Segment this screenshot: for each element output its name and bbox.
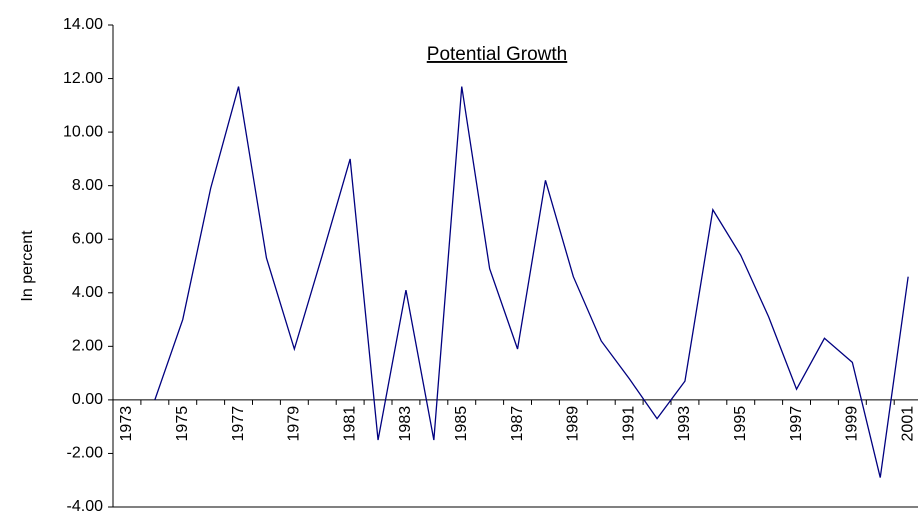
x-tick-label: 1981 [341,406,358,442]
x-tick-label: 1993 [676,406,693,442]
x-tick-label: 1975 [174,406,191,442]
y-tick-label: 10.00 [63,123,103,140]
chart-title: Potential Growth [427,44,567,65]
y-tick-label: 0.00 [72,391,103,408]
x-tick-label: 1997 [788,406,805,442]
y-tick-label: 2.00 [72,338,103,355]
y-tick-label: 14.00 [63,16,103,33]
x-tick-label: 1999 [844,406,861,442]
x-tick-label: 1977 [230,406,247,442]
y-tick-label: 8.00 [72,177,103,194]
x-tick-label: 1987 [509,406,526,442]
x-tick-label: 1989 [565,406,582,442]
x-tick-label: 1985 [453,406,470,442]
x-tick-label: 2001 [899,406,916,442]
y-tick-label: -4.00 [67,498,104,515]
y-tick-label: 4.00 [72,284,103,301]
y-tick-label: 12.00 [63,70,103,87]
y-tick-label: -2.00 [67,445,104,462]
x-tick-label: 1991 [620,406,637,442]
x-tick-label: 1995 [732,406,749,442]
y-tick-label: 6.00 [72,230,103,247]
y-axis-label: In percent [19,230,36,302]
x-tick-label: 1979 [286,406,303,442]
line-series [154,86,909,478]
x-tick-label: 1973 [118,406,135,442]
x-tick-label: 1983 [397,406,414,442]
